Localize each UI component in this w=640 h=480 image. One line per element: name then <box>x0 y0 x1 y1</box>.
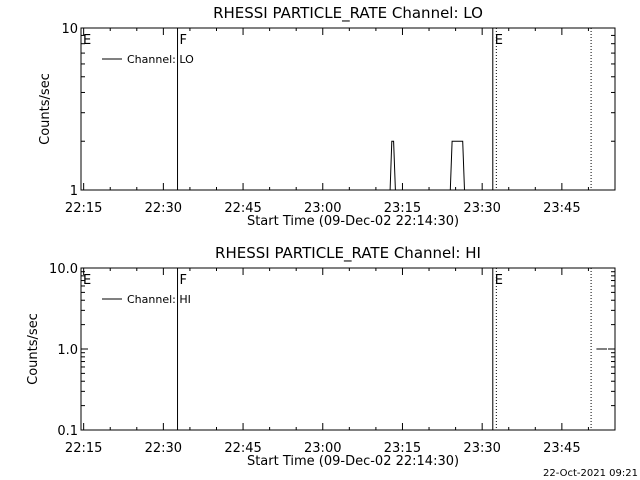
y-tick-label: 1.0 <box>57 343 78 358</box>
event-marker-label: E <box>495 273 503 288</box>
y-tick-label: 1 <box>70 184 78 199</box>
event-marker-label: E <box>83 33 91 48</box>
y-tick-label: 10 <box>61 22 78 37</box>
panel-lo: RHESSI PARTICLE_RATE Channel: LO 22:15 22:… <box>38 4 616 229</box>
y-tick-label: 0.1 <box>57 424 78 439</box>
x-tick-label: 22:30 <box>145 201 182 216</box>
event-marker-label: E <box>495 33 503 48</box>
x-axis-label: Start Time (09-Dec-02 22:14:30) <box>247 214 459 229</box>
event-marker-label: F <box>180 273 187 288</box>
legend-label: Channel: LO <box>127 53 194 66</box>
x-tick-label: 22:45 <box>224 201 261 216</box>
y-axis-label: Counts/sec <box>26 313 41 385</box>
x-tick-label: 22:45 <box>224 441 261 456</box>
x-tick-label: 22:15 <box>65 201 102 216</box>
chart-title: RHESSI PARTICLE_RATE Channel: LO <box>213 4 483 23</box>
x-tick-label: 23:30 <box>463 441 500 456</box>
x-tick-label: 22:15 <box>65 441 102 456</box>
chart-title: RHESSI PARTICLE_RATE Channel: HI <box>215 244 481 263</box>
x-tick-label: 23:00 <box>304 201 341 216</box>
series-line <box>177 140 493 191</box>
x-tick-label: 23:45 <box>543 441 580 456</box>
x-tick-label: 23:15 <box>384 441 421 456</box>
y-tick-label: 10.0 <box>49 262 78 277</box>
x-tick-label: 23:30 <box>463 201 500 216</box>
x-tick-label: 23:45 <box>543 201 580 216</box>
event-marker-label: E <box>83 273 91 288</box>
x-tick-label: 23:15 <box>384 201 421 216</box>
timestamp-label: 22-Oct-2021 09:21 <box>543 468 638 479</box>
x-tick-label: 22:30 <box>145 441 182 456</box>
x-tick-label: 23:00 <box>304 441 341 456</box>
x-axis-label: Start Time (09-Dec-02 22:14:30) <box>247 454 459 469</box>
panel-hi: RHESSI PARTICLE_RATE Channel: HI 22:15 22:… <box>26 244 616 469</box>
event-marker-label: F <box>180 33 187 48</box>
legend-label: Channel: HI <box>127 293 191 306</box>
y-axis-label: Counts/sec <box>38 73 53 145</box>
